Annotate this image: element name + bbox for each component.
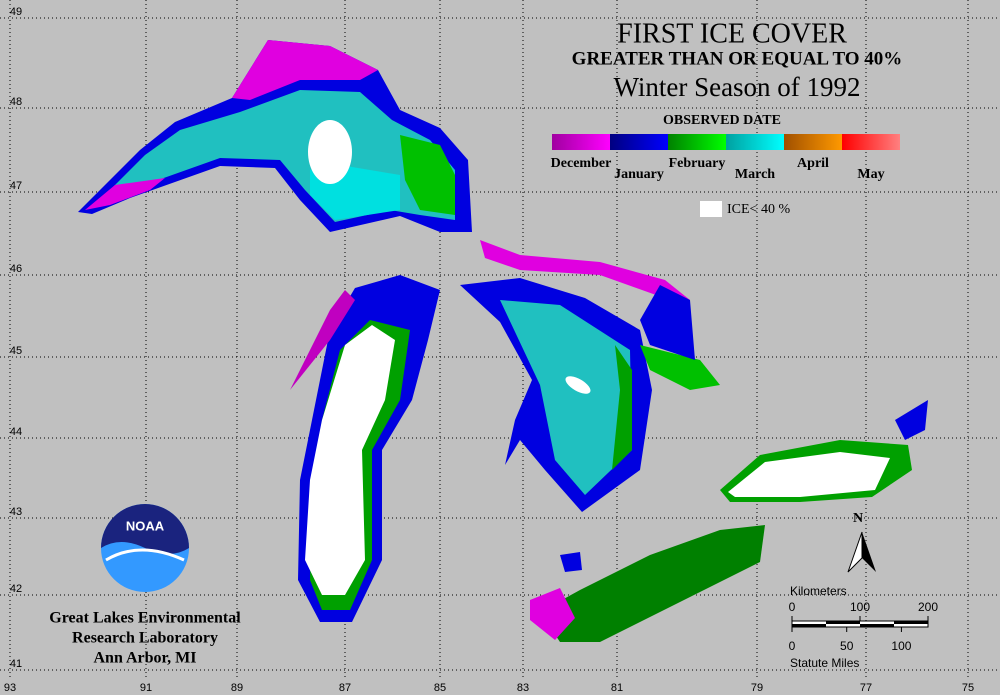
latitude-label: 45	[10, 345, 22, 357]
legend-swatch	[842, 134, 900, 150]
north-label: N	[853, 511, 863, 526]
longitude-label: 83	[517, 682, 529, 694]
longitude-label: 77	[860, 682, 872, 694]
legend-label: May	[857, 167, 884, 182]
lake-superior	[78, 40, 472, 232]
credit: Ann Arbor, MI	[94, 650, 197, 667]
legend-swatch	[668, 134, 726, 150]
scale-label: 100	[850, 600, 870, 614]
latitude-label: 44	[10, 426, 22, 438]
lake-michigan	[290, 275, 440, 622]
latitude-label: 41	[10, 658, 22, 670]
scale-label: 100	[891, 639, 911, 653]
legend-label: January	[614, 167, 664, 182]
noaa-logo: NOAA	[101, 504, 189, 592]
longitude-label: 91	[140, 682, 152, 694]
longitude-label: 79	[751, 682, 763, 694]
longitude-label: 93	[4, 682, 16, 694]
latitude-label: 48	[10, 96, 22, 108]
longitude-label: 89	[231, 682, 243, 694]
legend-swatch	[726, 134, 784, 150]
scale-segment	[894, 621, 928, 624]
credit: Great Lakes Environmental	[49, 610, 241, 627]
legend-label: April	[797, 156, 829, 171]
legend-swatch	[784, 134, 842, 150]
scale-label: 200	[918, 600, 938, 614]
scale-title: Kilometers	[790, 584, 847, 598]
lake-huron	[460, 278, 720, 512]
longitude-label: 81	[611, 682, 623, 694]
latitude-label: 43	[10, 506, 22, 518]
scale-label: 50	[840, 639, 854, 653]
latitude-label: 49	[10, 6, 22, 18]
logo-text: NOAA	[126, 518, 165, 533]
scale-label: 0	[789, 600, 796, 614]
ice-swatch	[700, 201, 722, 217]
title: FIRST ICE COVER	[617, 18, 847, 49]
scale-segment	[792, 624, 826, 627]
scale-segment	[860, 624, 894, 627]
legend-label: March	[735, 167, 775, 182]
lake-ontario	[720, 400, 928, 502]
ice-label: ICE< 40 %	[727, 202, 790, 217]
latitude-label: 47	[10, 180, 22, 192]
longitude-label: 85	[434, 682, 446, 694]
subtitle: GREATER THAN OR EQUAL TO 40%	[572, 48, 903, 69]
lake-erie	[530, 525, 765, 642]
legend-title: OBSERVED DATE	[663, 113, 781, 128]
north-channel	[480, 240, 690, 300]
season: Winter Season of 1992	[613, 72, 860, 102]
longitude-label: 75	[962, 682, 974, 694]
scale-title: Statute Miles	[790, 656, 859, 670]
credit: Research Laboratory	[72, 630, 218, 647]
north-arrow	[862, 532, 876, 572]
scale-label: 0	[789, 639, 796, 653]
legend-swatch	[552, 134, 610, 150]
latitude-label: 42	[10, 583, 22, 595]
latitude-label: 46	[10, 263, 22, 275]
legend-swatch	[610, 134, 668, 150]
longitude-label: 87	[339, 682, 351, 694]
scale-bar: 0 100 200 0 50 100	[789, 600, 939, 653]
legend-label: February	[669, 156, 726, 171]
scale-segment	[826, 621, 860, 624]
legend-label: December	[551, 156, 612, 171]
